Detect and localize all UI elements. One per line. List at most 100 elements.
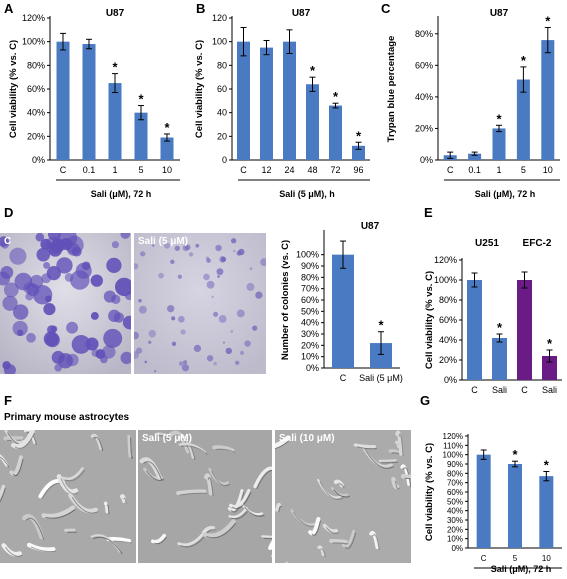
cell-outline-shadow	[25, 517, 45, 540]
cell-outline-shadow	[93, 536, 123, 555]
cell-outline	[275, 435, 291, 449]
cell-outline	[394, 440, 400, 448]
bar-a-4	[160, 137, 174, 160]
colony-dot	[171, 316, 176, 321]
cell-outline-shadow	[394, 480, 400, 490]
bar-b-3	[306, 84, 319, 160]
y-axis-title-d: Number of colonies (vs. C)	[280, 240, 291, 360]
y-tick-label-a: 100%	[22, 37, 45, 47]
cell-outline-shadow	[381, 461, 399, 464]
bar-a-0	[56, 41, 70, 160]
x-tick-label-e: Sali	[492, 385, 507, 395]
colony-dot	[71, 246, 82, 257]
chart-panel-a: 0% 20% 40% 60% 80% 100% 120% C 0.1 * 1 * 5 * 10 Sali (μ…	[8, 8, 180, 199]
y-tick-label-b: 80	[217, 60, 227, 70]
x-tick-label-e: C	[471, 385, 478, 395]
colony-image-control	[0, 233, 131, 374]
colony-dot	[136, 347, 143, 354]
cell-outline-shadow	[319, 481, 344, 500]
bar-c-2	[492, 128, 506, 160]
colony-dot	[0, 236, 9, 247]
significance-star-c-2: *	[496, 111, 502, 126]
cell-outline-shadow	[0, 487, 6, 503]
colony-dot	[174, 245, 180, 251]
cell-outline	[268, 540, 272, 551]
y-tick-label-d: 100%	[296, 250, 319, 260]
bar-a-3	[134, 112, 148, 160]
colony-dot	[66, 321, 79, 334]
cell-outline	[0, 484, 6, 500]
colony-dot	[203, 273, 210, 281]
cell-outline	[378, 459, 397, 462]
y-tick-label-a: 60%	[27, 84, 45, 94]
x-tick-label-g: 10	[542, 554, 551, 563]
colony-dot	[102, 345, 116, 359]
colony-dot	[153, 370, 157, 373]
panel-label-b: B	[196, 1, 206, 16]
bar-c-4	[541, 40, 555, 160]
colony-dot	[138, 298, 142, 303]
x-tick-label-g: C	[481, 554, 487, 563]
chart-panel-c: 0% 20% 40% 60% 80% C 0.1 * 1 * 5 * 10 Sali (μM), 72 h…	[386, 8, 560, 199]
colony-dot	[56, 257, 73, 274]
colony-dot	[225, 347, 233, 355]
colony-image-treated	[134, 233, 266, 374]
bar-e-0	[467, 280, 482, 380]
y-tick-label-g: 40%	[447, 507, 463, 516]
colony-dot	[120, 233, 131, 239]
colony-dot	[180, 329, 186, 335]
cell-outline-shadow	[45, 509, 76, 519]
cell-outline	[150, 533, 166, 544]
cell-outline-shadow	[14, 432, 35, 449]
colony-dot	[221, 256, 227, 262]
cell-outline	[11, 430, 35, 449]
panel-label-e: E	[424, 205, 433, 220]
y-tick-label-c: 60%	[415, 60, 433, 70]
astrocyte-photo-5um: Sali (5 μM)	[138, 430, 272, 563]
colony-dot	[206, 258, 211, 263]
group-label-e-0: U251	[475, 238, 499, 249]
bar-g-0	[476, 454, 491, 548]
colony-dot	[0, 265, 14, 279]
colony-dot	[171, 341, 177, 347]
colony-dot	[177, 274, 182, 279]
colony-dot	[246, 282, 255, 291]
y-tick-label-e: 40%	[439, 335, 457, 345]
cell-outline-shadow	[333, 489, 350, 498]
colony-photo-treated: Sali (5 μM)	[134, 233, 266, 374]
colony-dot	[181, 364, 190, 372]
cell-outline-shadow	[130, 437, 133, 459]
colony-dot	[12, 320, 28, 337]
x-tick-label-a: 1	[112, 165, 117, 175]
x-tick-label-e: Sali	[542, 385, 557, 395]
colony-dot	[26, 332, 36, 343]
bar-b-4	[329, 105, 342, 160]
y-tick-label-c: 80%	[415, 29, 433, 39]
colony-dot	[43, 331, 59, 347]
colony-dot	[36, 247, 51, 262]
bar-b-2	[283, 41, 296, 160]
cell-outline-shadow	[230, 491, 245, 513]
bar-a-1	[82, 44, 96, 160]
cell-outline	[9, 455, 23, 476]
cell-outline-shadow	[326, 527, 339, 534]
x-tick-label-a: 0.1	[83, 165, 96, 175]
colony-dot	[167, 305, 175, 313]
y-tick-label-g: 100%	[443, 451, 463, 460]
colony-dot	[235, 360, 240, 365]
colony-dot	[158, 272, 164, 279]
x-tick-label-a: 5	[138, 165, 143, 175]
cell-outline-shadow	[30, 546, 56, 553]
y-tick-label-d: 40%	[301, 318, 319, 328]
colony-dot	[103, 290, 116, 303]
y-tick-label-g: 30%	[447, 516, 463, 525]
y-tick-label-d: 70%	[301, 284, 319, 294]
x-tick-label-c: 1	[496, 165, 501, 175]
cell-outline	[62, 467, 84, 481]
y-tick-label-a: 0%	[32, 155, 45, 165]
y-tick-label-g: 10%	[447, 535, 463, 544]
y-tick-label-g: 60%	[447, 488, 463, 497]
cell-outline-shadow	[60, 477, 79, 495]
x-tick-label-c: 0.1	[468, 165, 481, 175]
y-axis-title-c: Trypan blue percentage	[386, 36, 397, 143]
